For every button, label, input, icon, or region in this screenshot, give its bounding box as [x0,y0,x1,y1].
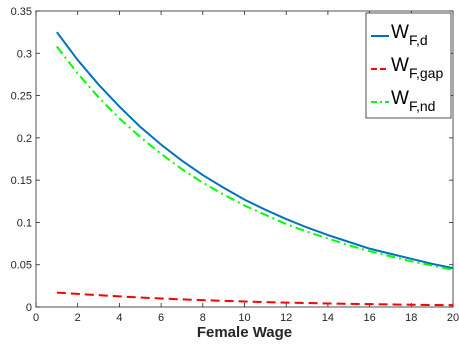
series-line-f-d [56,31,454,270]
x-tick-label: 10 [238,312,250,324]
x-axis-ticks: 0 2 4 6 8 10 12 14 16 18 20 [33,11,459,324]
x-axis-title: Female Wage [197,324,292,341]
y-tick-label: 0.05 [11,260,32,272]
legend-label-sub: F,d [409,32,428,48]
series-lines [56,31,454,307]
x-tick-label: 0 [33,312,39,324]
x-tick-label: 8 [200,312,206,324]
y-tick-label: 0.15 [11,175,32,187]
y-tick-label: 0.25 [11,91,32,103]
series-line-f-gap [56,291,454,307]
x-tick-label: 20 [447,312,459,324]
y-tick-label: 0.35 [11,6,32,18]
y-tick-label: 0 [26,302,32,314]
legend-label-main: W [391,55,409,76]
series-line-f-nd [56,45,454,271]
x-tick-label: 2 [75,312,81,324]
legend-label-main: W [391,22,409,43]
x-tick-label: 6 [158,312,164,324]
y-axis-ticks: 0 0.05 0.1 0.15 0.2 0.25 0.3 0.35 [11,6,453,314]
legend-label-main: W [391,88,409,109]
x-tick-label: 12 [280,312,292,324]
x-tick-label: 14 [322,312,334,324]
x-tick-label: 16 [363,312,375,324]
x-tick-label: 18 [405,312,417,324]
legend-label-sub: F,nd [409,98,435,114]
legend-label-sub: F,gap [409,65,443,81]
y-tick-label: 0.1 [17,217,32,229]
legend-box [365,12,452,119]
y-tick-label: 0.3 [17,48,32,60]
y-tick-label: 0.2 [17,133,32,145]
x-tick-label: 4 [116,312,122,324]
